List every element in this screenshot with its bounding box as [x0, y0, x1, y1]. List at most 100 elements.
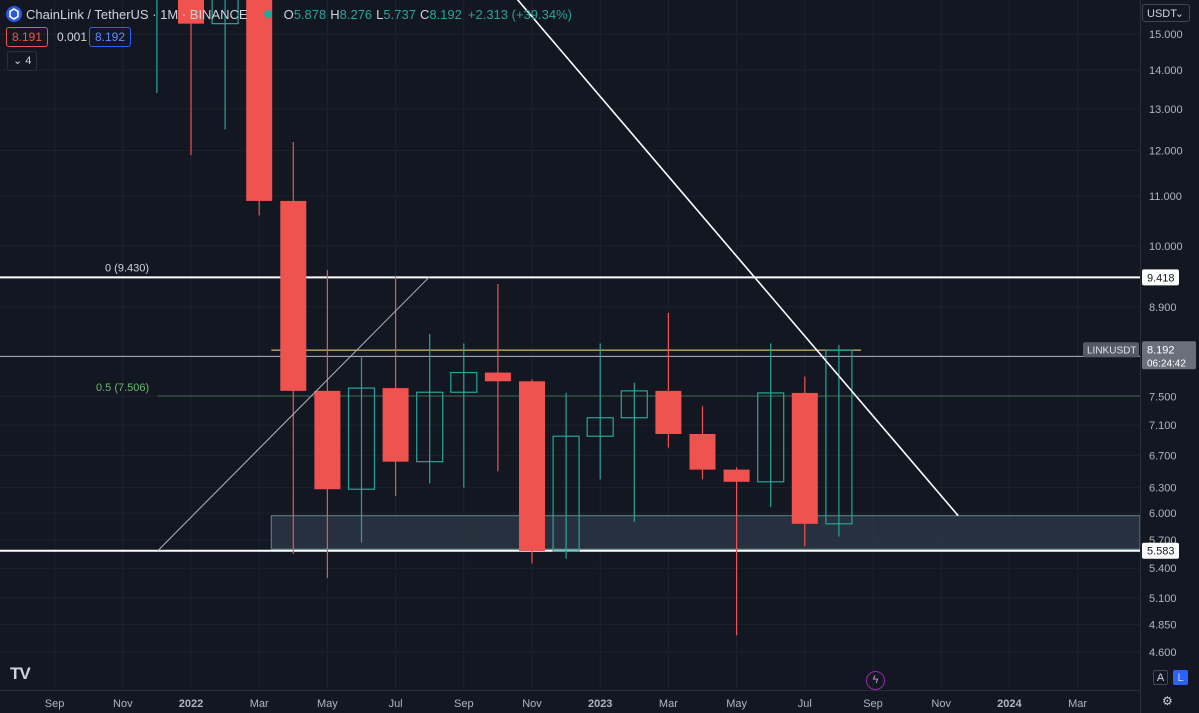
price-tick-label: 7.100 [1149, 420, 1177, 432]
fib-0-label: 0 (9.430) [105, 263, 149, 275]
downtrend-line [516, 0, 959, 517]
candle-body-up [416, 391, 444, 463]
indicators-toggle[interactable]: ⌄ 4 [7, 51, 38, 71]
time-tick-label: 2023 [588, 698, 612, 710]
price-tick-label: 15.000 [1149, 29, 1183, 41]
price-tick-label: 4.850 [1149, 619, 1177, 631]
time-tick-label: 2022 [179, 698, 203, 710]
time-tick-label: Jul [389, 698, 403, 710]
currency-select[interactable]: USDT ⌄ [1142, 4, 1190, 22]
price-tick-label: 8.900 [1149, 302, 1177, 314]
price-tick-label: 12.000 [1149, 146, 1183, 158]
candle-body-down [246, 0, 273, 201]
close-value: 8.192 [429, 6, 462, 22]
last-price-bg [1142, 341, 1196, 370]
low-value: 5.737 [383, 6, 416, 22]
change-value: +2.313 (+39.34%) [467, 6, 572, 22]
low-label: L [376, 6, 384, 22]
price-tick-label: 13.000 [1149, 104, 1183, 116]
open-label: O [283, 6, 294, 22]
time-tick-label: Mar [659, 698, 678, 710]
ask-price-box[interactable]: 8.192 [89, 27, 132, 47]
time-tick-label: Mar [1068, 698, 1087, 710]
horizontal-levels: 0 (9.430) 0.5 (7.506) [0, 263, 1140, 552]
time-tick-label: Nov [113, 698, 133, 710]
high-value: 8.276 [339, 6, 373, 22]
last-price-symbol: LINKUSDT [1087, 345, 1136, 356]
indicator-count: 4 [25, 55, 32, 67]
demand-zone [270, 515, 1141, 550]
candle-body-up [620, 390, 648, 419]
last-price-value: 8.192 [1147, 344, 1175, 356]
candle-body-up [552, 435, 580, 552]
spread-value: 0.001 [57, 30, 88, 44]
log-scale-button[interactable]: L [1173, 670, 1188, 685]
candle-body-down [178, 0, 204, 24]
settings-gear-icon[interactable]: ⚙ [1162, 694, 1173, 708]
time-tick-label: Jul [798, 698, 812, 710]
lightning-icon[interactable]: ϟ [866, 671, 885, 690]
candle-body-up [757, 392, 785, 483]
time-tick-label: Nov [931, 698, 951, 710]
candles [156, 0, 853, 636]
price-tick-label: 5.400 [1149, 563, 1177, 575]
time-tick-label: May [317, 698, 338, 710]
chevron-down-icon: ⌄ [1174, 8, 1184, 20]
chart-header: ChainLink / TetherUS · 1M · BINANCE O 5.8… [6, 5, 572, 23]
auto-scale-button[interactable]: A [1153, 670, 1168, 685]
price-tick-label: 11.000 [1149, 191, 1182, 203]
time-tick-label: Sep [454, 698, 474, 710]
price-axis: 15.000 14.000 13.000 12.000 11.000 10.000 8.90… [1083, 0, 1196, 713]
bid-price-box[interactable]: 8.191 [6, 27, 49, 47]
price-tick-label: 7.500 [1149, 391, 1177, 403]
price-tick-label: 5.100 [1149, 593, 1177, 605]
candle-body-up [586, 417, 614, 437]
tradingview-logo-icon[interactable]: TV [10, 664, 31, 683]
candle-body-down [314, 390, 341, 490]
level-bottom-tag: 5.583 [1147, 546, 1175, 558]
candle-body-up [347, 387, 376, 490]
candle-body-down [689, 433, 716, 470]
drawings [157, 0, 959, 552]
symbol-title[interactable]: ChainLink / TetherUS · 1M · BINANCE [26, 6, 248, 22]
level-bottom-tag-bg [1142, 542, 1179, 559]
open-value: 5.878 [293, 6, 327, 22]
level-top-tag: 9.418 [1147, 272, 1175, 284]
candle-body-down [382, 388, 409, 462]
price-tick-label: 6.300 [1149, 483, 1177, 495]
price-tick-label: 4.600 [1149, 647, 1177, 659]
time-tick-label: Nov [522, 698, 542, 710]
time-tick-label: 2024 [997, 698, 1022, 710]
grid [0, 0, 1140, 690]
price-tick-label: 6.000 [1149, 508, 1177, 520]
candle-body-down [519, 381, 545, 552]
candle-body-up [450, 371, 478, 393]
close-label: C [419, 6, 430, 22]
chevron-down-icon: ⌄ [13, 55, 23, 67]
candle-body-down [280, 200, 307, 391]
time-tick-label: Sep [45, 698, 65, 710]
time-tick-label: Mar [250, 698, 269, 710]
time-axis: Sep Nov 2022 Mar May Jul Sep Nov 2023 Mar May Jul Se… [0, 690, 1140, 710]
price-tick-label: 10.000 [1149, 241, 1183, 253]
time-tick-label: Sep [863, 698, 883, 710]
candle-body-down [723, 469, 750, 482]
price-tick-label: 14.000 [1149, 65, 1183, 77]
level-top-tag-bg [1142, 269, 1179, 286]
time-tick-label: May [726, 698, 747, 710]
last-price-symbol-bg [1083, 342, 1139, 358]
market-status-icon [263, 10, 272, 18]
candle-body-down [484, 372, 511, 382]
candle-body-up [825, 349, 853, 525]
high-label: H [330, 6, 340, 22]
candle-body-down [791, 392, 818, 524]
fib-05-label: 0.5 (7.506) [96, 382, 149, 394]
fib-trend-line [157, 276, 430, 552]
currency-label: USDT [1147, 8, 1177, 20]
last-price-countdown: 06:24:42 [1147, 358, 1186, 369]
candle-body-down [655, 390, 682, 434]
price-tick-label: 6.700 [1149, 450, 1177, 462]
candle-body-up [211, 0, 239, 25]
